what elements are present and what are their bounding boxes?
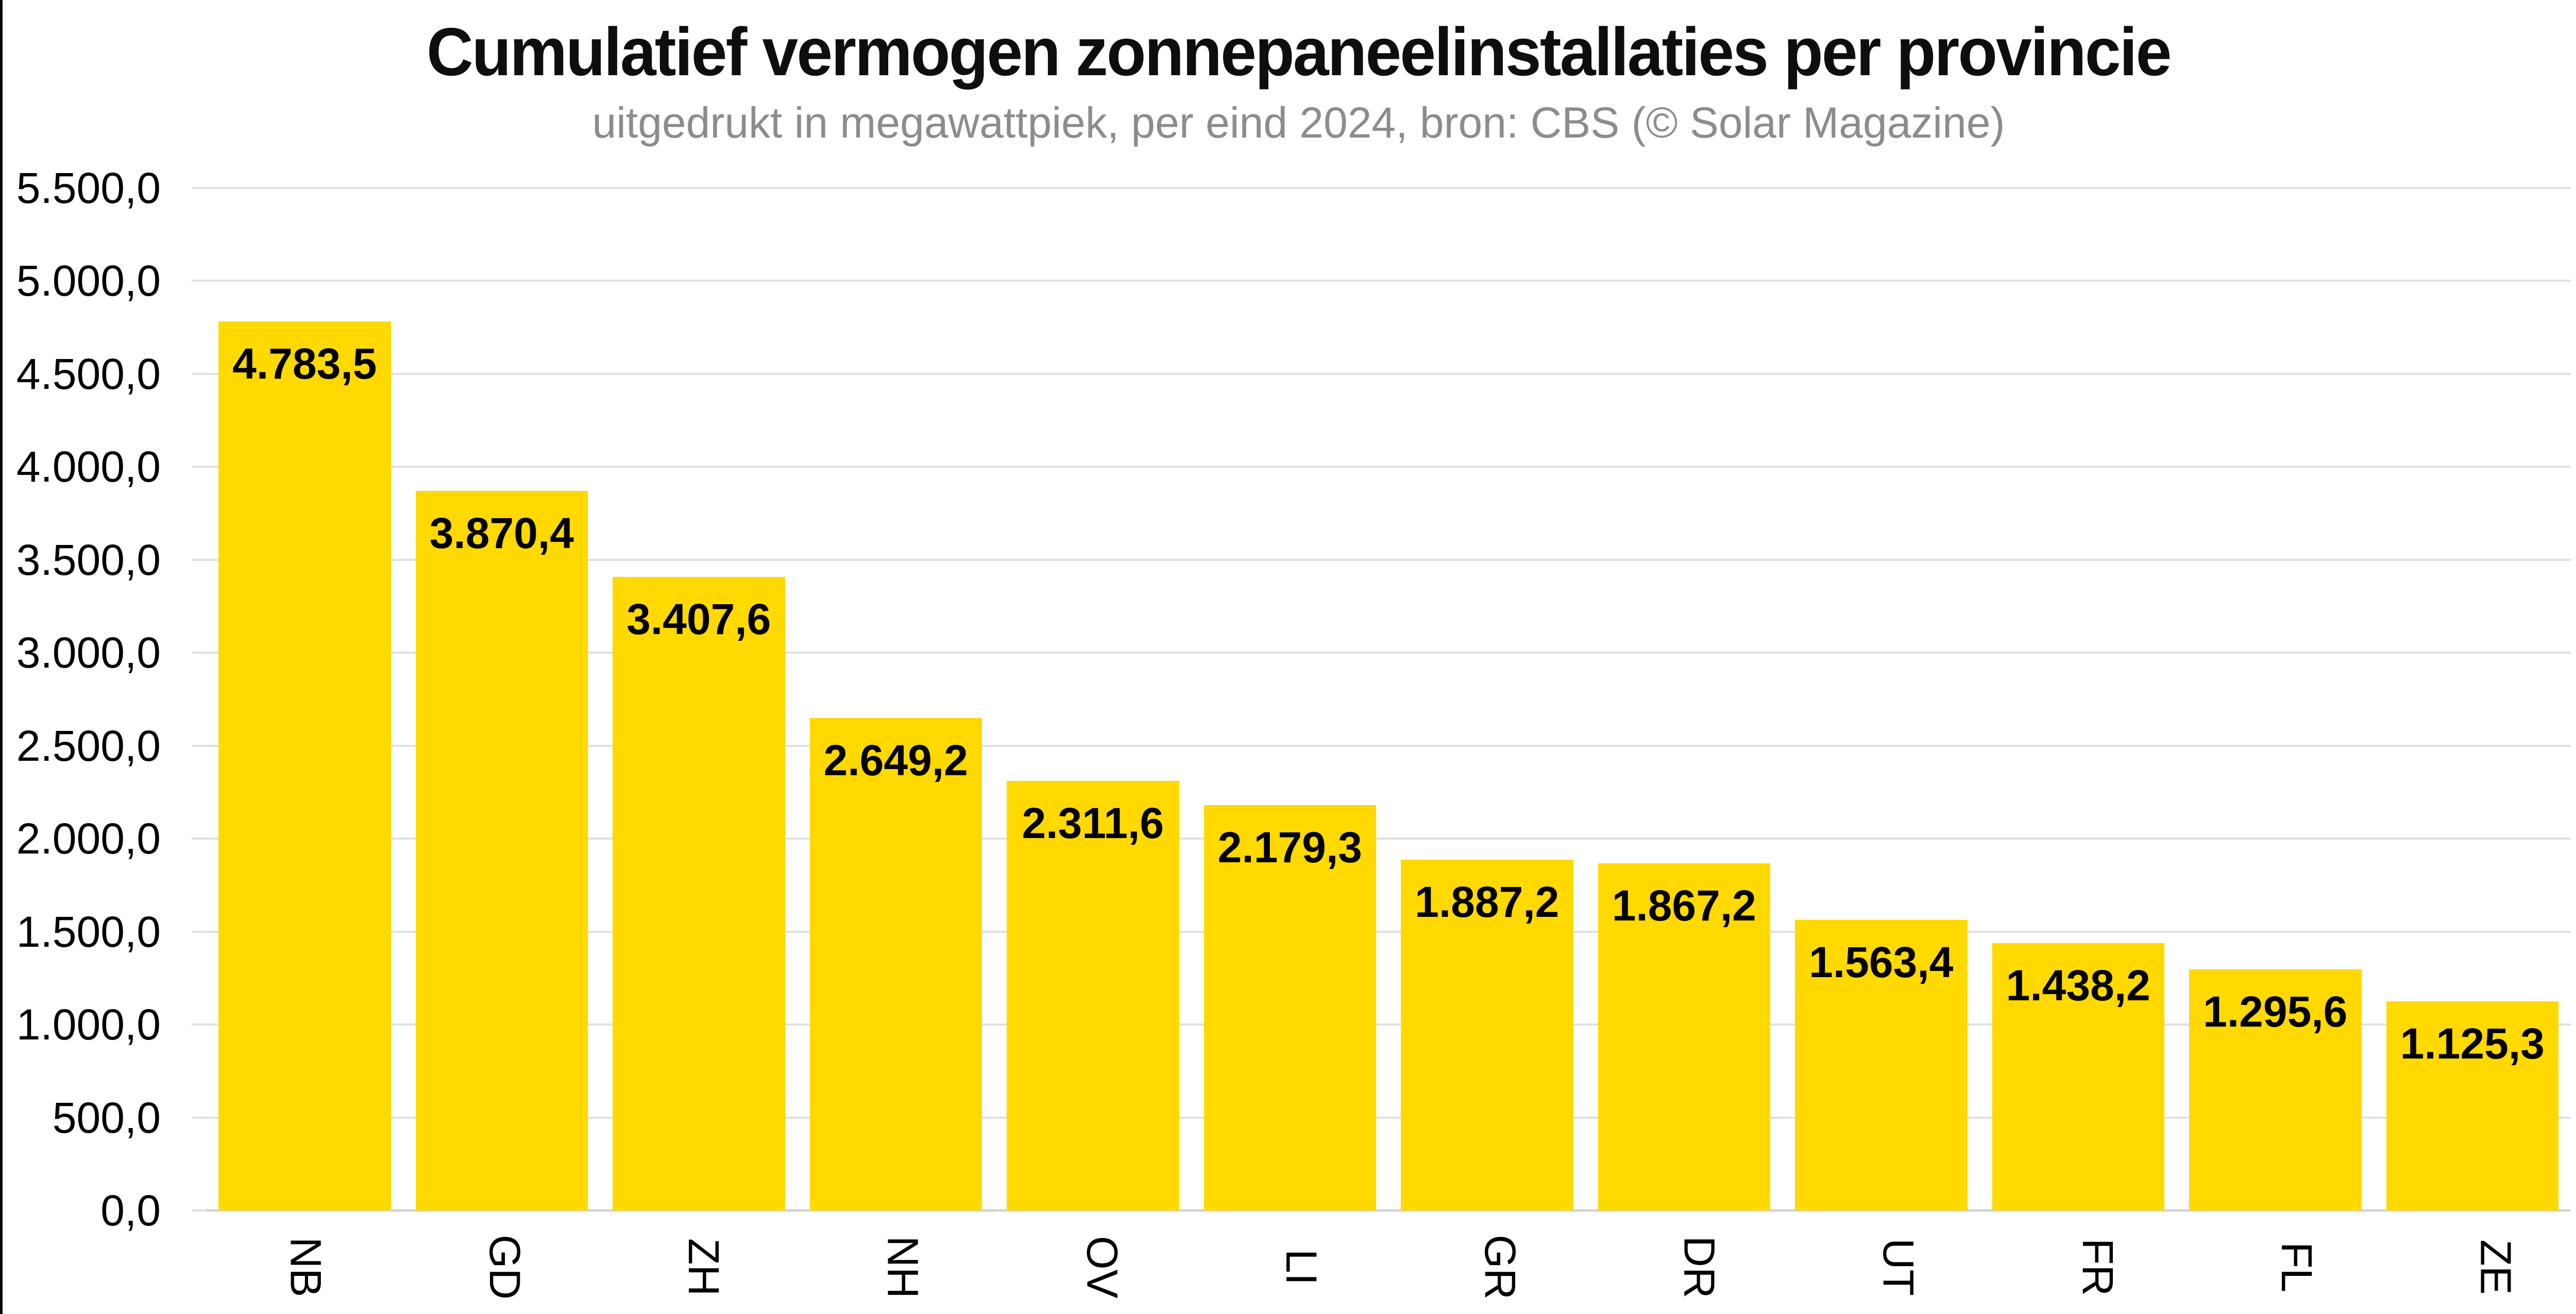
y-axis-tick (192, 1116, 206, 1119)
y-axis: 5.500,0 5.000,0 4.500,0 4.000,0 3.500,0 3.000… (0, 166, 161, 1232)
y-tick-label: 1.000,0 (16, 1000, 161, 1049)
y-tick-label: 4.000,0 (16, 442, 161, 491)
bar-value-label: 4.783,5 (232, 339, 377, 388)
y-tick-label: 5.500,0 (16, 164, 161, 212)
gridline (206, 1116, 2571, 1119)
y-tick-label: 2.500,0 (16, 721, 161, 770)
bar-value-label: 2.311,6 (1022, 798, 1164, 847)
y-tick-label: 3.500,0 (16, 535, 161, 584)
bar-value-label: 1.295,6 (2203, 987, 2348, 1036)
bar-value-label: 1.563,4 (1809, 937, 1954, 986)
gridline (206, 280, 2571, 282)
y-tick-label: 1.500,0 (16, 907, 161, 956)
y-axis-tick (192, 372, 206, 375)
gridline (206, 187, 2571, 189)
gridline (206, 558, 2571, 561)
bar-value-label: 2.179,3 (1217, 823, 1362, 872)
bar-value-label: 1.887,2 (1415, 877, 1560, 926)
y-axis-tick (192, 558, 206, 561)
bar-nb: 4.783,5 (218, 321, 391, 1210)
gridline (206, 838, 2571, 840)
y-axis-tick (192, 1209, 206, 1211)
plot-area: 4.783,5 3.870,4 3.407,6 2.649,2 2.311,6 2.179… (192, 187, 2571, 1212)
y-axis-tick (192, 187, 206, 189)
bars-layer: 4.783,5 3.870,4 3.407,6 2.649,2 2.311,6 2.179… (206, 188, 2571, 1210)
chart-title-text: Cumulatief vermogen zonnepaneelinstallat… (427, 14, 2172, 90)
chart-title: Cumulatief vermogen zonnepaneelinstallat… (0, 14, 2576, 89)
x-cell-nb: NB (218, 1210, 393, 1314)
gridline (206, 744, 2571, 747)
y-axis-tick (192, 744, 206, 747)
bar-value-label: 1.125,3 (2400, 1019, 2545, 1068)
x-cell-nh: NH (816, 1210, 991, 1314)
x-category-label: FL (2273, 1241, 2321, 1293)
x-category-label: NH (878, 1236, 927, 1299)
x-category-label: ZH (680, 1238, 728, 1296)
x-category-label: LI (1277, 1249, 1326, 1286)
left-edge-border (0, 0, 3, 1314)
y-axis-tick (192, 280, 206, 282)
x-cell-li: LI (1214, 1210, 1389, 1314)
bar-value-label: 3.407,6 (626, 595, 771, 644)
gridline (206, 372, 2571, 375)
bar-gd: 3.870,4 (415, 491, 588, 1210)
bar-fr: 1.438,2 (1992, 943, 2164, 1210)
bar-nh: 2.649,2 (809, 718, 982, 1210)
y-tick-label: 4.500,0 (16, 349, 161, 398)
x-cell-gd: GD (418, 1210, 592, 1314)
y-axis-tick (192, 652, 206, 654)
bar-ze: 1.125,3 (2386, 1001, 2558, 1210)
y-axis-tick (192, 838, 206, 840)
x-category-label: OV (1078, 1236, 1127, 1299)
x-axis: NB GD ZH NH OV LI GR DR UT FR FL ZE (206, 1210, 2576, 1314)
y-tick-label: 0,0 (100, 1186, 161, 1235)
x-category-label: FR (2073, 1238, 2122, 1296)
bar-gr: 1.887,2 (1401, 859, 1573, 1210)
y-axis-tick (192, 1023, 206, 1026)
gridline (206, 466, 2571, 468)
x-cell-zh: ZH (617, 1210, 791, 1314)
bar-ut: 1.563,4 (1795, 919, 1968, 1210)
bar-dr: 1.867,2 (1598, 863, 1770, 1210)
x-cell-fl: FL (2210, 1210, 2384, 1314)
x-category-label: DR (1675, 1236, 1724, 1299)
y-axis-tick (192, 466, 206, 468)
bar-value-label: 2.649,2 (823, 736, 968, 784)
x-category-label: ZE (2471, 1239, 2520, 1295)
y-tick-label: 5.000,0 (16, 257, 161, 305)
bar-ov: 2.311,6 (1007, 780, 1179, 1210)
x-category-label: GD (480, 1235, 529, 1300)
bar-fl: 1.295,6 (2189, 969, 2362, 1210)
y-axis-tick (192, 930, 206, 933)
bar-li: 2.179,3 (1204, 805, 1376, 1210)
gridline (206, 930, 2571, 933)
bar-value-label: 1.438,2 (2006, 961, 2150, 1010)
chart-subtitle: uitgedrukt in megawattpiek, per eind 202… (592, 98, 2005, 147)
bar-zh: 3.407,6 (613, 577, 785, 1210)
gridline (206, 652, 2571, 654)
bar-value-label: 1.867,2 (1612, 881, 1756, 930)
y-tick-label: 3.000,0 (16, 628, 161, 677)
x-cell-ov: OV (1015, 1210, 1190, 1314)
bar-value-label: 3.870,4 (429, 509, 574, 558)
y-tick-label: 2.000,0 (16, 814, 161, 863)
y-tick-label: 500,0 (52, 1093, 161, 1142)
x-axis-baseline (206, 1209, 2571, 1212)
gridline (206, 1023, 2571, 1026)
x-category-label: UT (1874, 1238, 1923, 1296)
x-cell-fr: FR (2011, 1210, 2185, 1314)
x-cell-dr: DR (1613, 1210, 1787, 1314)
x-cell-ut: UT (1811, 1210, 1986, 1314)
x-cell-gr: GR (1413, 1210, 1588, 1314)
x-category-label: NB (281, 1237, 330, 1298)
x-category-label: GR (1476, 1235, 1525, 1300)
x-cell-ze: ZE (2409, 1210, 2576, 1314)
